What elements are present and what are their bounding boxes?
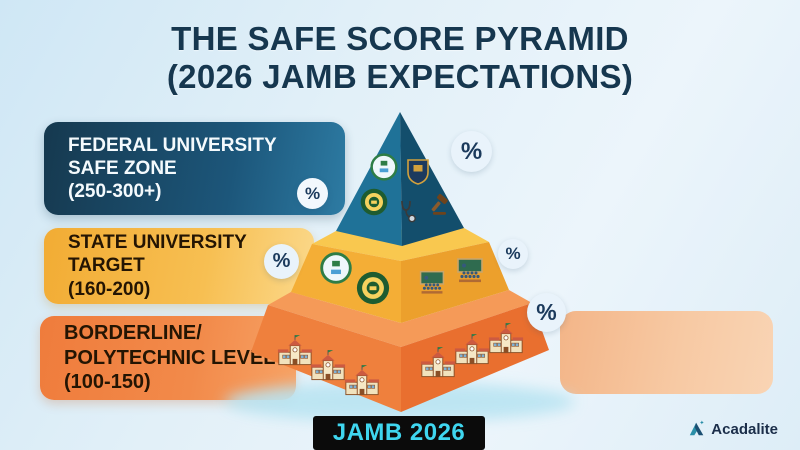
title-line-1: THE SAFE SCORE PYRAMID	[171, 20, 629, 57]
brand-name: Acadalite	[711, 420, 778, 438]
title-line-2: (2026 JAMB EXPECTATIONS)	[166, 57, 634, 95]
tier-state-line1: STATE UNIVERSITY	[68, 232, 247, 254]
university-crest-icon	[356, 271, 390, 305]
tier-state-line3: (160-200)	[68, 278, 151, 300]
percent-badge-state-left: %	[264, 244, 299, 279]
university-crest-icon	[320, 252, 352, 284]
university-crest-icon	[360, 188, 388, 216]
tier-federal-university-box: FEDERAL UNIVERSITY SAFE ZONE (250-300+)	[44, 122, 345, 215]
tier-borderline-line2: POLYTECHNIC LEVEL	[64, 346, 276, 369]
tier-federal-line3: (250-300+)	[68, 181, 162, 203]
jamb-2026-badge: JAMB 2026	[313, 416, 485, 450]
university-shield-crest-icon	[407, 159, 429, 185]
tier-federal-line1: FEDERAL UNIVERSITY	[68, 134, 277, 156]
pyramid-tier-federal	[336, 112, 464, 246]
university-crest-icon	[370, 153, 398, 181]
brand-acadalite: Acadalite	[688, 420, 778, 438]
tier-borderline-line3: (100-150)	[64, 371, 151, 394]
tier-borderline-line1: BORDERLINE/	[64, 322, 202, 345]
percent-badge-federal-right: %	[451, 131, 492, 172]
tier-borderline-polytechnic-box: BORDERLINE/ POLYTECHNIC LEVEL (100-150)	[40, 316, 296, 400]
page-title: THE SAFE SCORE PYRAMID (2026 JAMB EXPECT…	[0, 20, 800, 96]
percent-badge-borderline-right: %	[527, 293, 566, 332]
tier-state-line2: TARGET	[68, 255, 145, 277]
percent-badge-federal-left: %	[297, 178, 328, 209]
acadalite-logo-icon	[690, 420, 705, 436]
percent-badge-state-right: %	[498, 239, 528, 269]
tier-federal-line2: SAFE ZONE	[68, 157, 177, 179]
bottom-tier-right-band	[560, 311, 773, 394]
